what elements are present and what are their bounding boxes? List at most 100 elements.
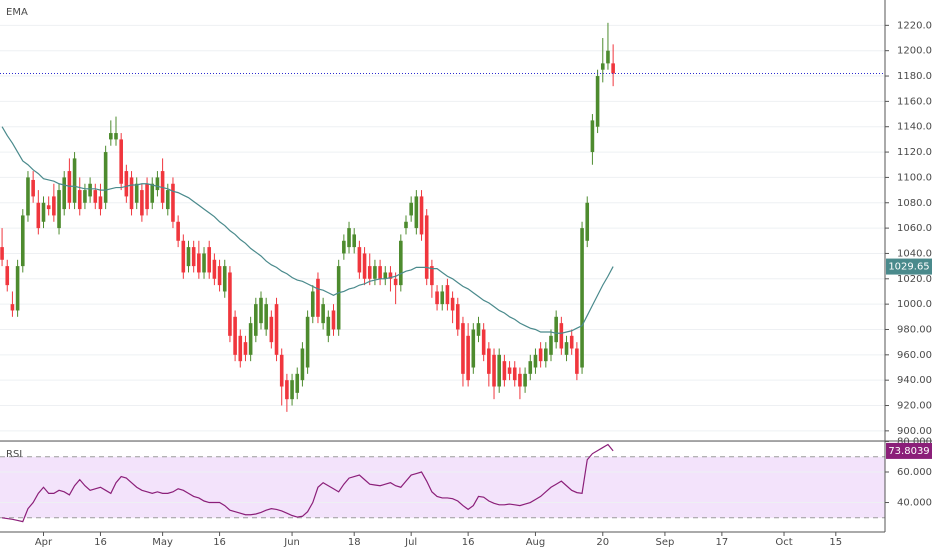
candle-body	[347, 228, 351, 248]
x-tick-label: Apr	[35, 537, 53, 548]
candle-body	[362, 253, 367, 279]
y-tick-label: 1000.00	[897, 299, 932, 310]
candle-body	[321, 304, 325, 324]
ema-value-label: 1029.65	[888, 262, 929, 273]
candle-body	[160, 171, 165, 203]
candle-body	[445, 285, 450, 305]
marks-layer	[0, 22, 885, 523]
candle-body	[145, 183, 149, 210]
candle-body	[310, 291, 315, 317]
y-tick-label: 1120.00	[897, 147, 932, 158]
candle-body	[222, 266, 227, 292]
candle-body	[279, 354, 284, 387]
candle-body	[150, 183, 155, 203]
candle-body	[512, 367, 517, 381]
candle-body	[31, 179, 35, 197]
candle-body	[217, 266, 222, 286]
y-tick-label: 1180.00	[897, 71, 932, 82]
candle-body	[424, 215, 429, 279]
candle-body	[274, 304, 279, 355]
y-tick-label: 900.00	[897, 426, 932, 437]
candle-body	[564, 342, 569, 355]
candle-body	[600, 63, 605, 70]
candle-body	[57, 190, 61, 229]
candle-body	[342, 240, 346, 254]
candle-body	[580, 228, 584, 368]
candle-body	[497, 354, 502, 387]
candle-body	[295, 373, 300, 393]
rsi-value-tag	[886, 442, 932, 459]
x-tick-label: 16	[213, 537, 226, 548]
candle-body	[259, 297, 263, 324]
y-tick-label: 1140.00	[897, 122, 932, 133]
candle-body	[569, 335, 574, 349]
candle-body	[331, 310, 336, 330]
candle-body	[124, 171, 129, 197]
y-tick-label: 1020.00	[897, 274, 932, 285]
x-tick-label: Jun	[283, 537, 300, 548]
x-tick-label: May	[152, 537, 173, 548]
candle-body	[481, 329, 486, 355]
candle-body	[430, 266, 434, 286]
candle-body	[326, 316, 331, 336]
candle-body	[46, 205, 51, 210]
candle-body	[98, 196, 103, 210]
y-tick-label: 960.00	[897, 350, 932, 361]
candle-body	[243, 342, 248, 355]
candle-body	[466, 335, 470, 381]
candle-body	[595, 76, 600, 127]
candle-body	[455, 304, 460, 330]
y-tick-label: 940.00	[897, 375, 932, 386]
candle-body	[207, 247, 212, 273]
candle-body	[544, 348, 548, 362]
candle-body	[357, 247, 362, 273]
candle-body	[414, 196, 419, 229]
x-tick-label: 16	[462, 537, 475, 548]
ema-line	[1, 126, 614, 334]
candle-body	[533, 354, 538, 368]
candle-body	[450, 297, 455, 311]
rsi-value-label: 73.8039	[888, 446, 929, 457]
candle-body	[83, 190, 87, 203]
candle-body	[487, 348, 491, 374]
candle-body	[404, 221, 408, 229]
candle-body	[285, 380, 289, 400]
candle-body	[233, 316, 237, 355]
candle-body	[41, 202, 46, 222]
candle-body	[518, 373, 522, 387]
candle-body	[336, 266, 341, 330]
candle-body	[409, 202, 413, 216]
candle-body	[67, 171, 72, 203]
candle-body	[254, 304, 258, 336]
candle-body	[36, 202, 41, 229]
candle-body	[492, 354, 496, 387]
rsi-tick-label: 80.0000	[897, 436, 932, 447]
x-tick-label: 17	[716, 537, 729, 548]
candle-body	[52, 196, 56, 216]
candle-body	[440, 291, 445, 305]
candle-body	[611, 63, 615, 74]
x-tick-label: Sep	[655, 537, 674, 548]
candle-body	[502, 361, 507, 381]
candle-body	[171, 183, 175, 222]
rsi-tick-label: 60.0000	[897, 467, 932, 478]
y-tick-label: 1040.00	[897, 248, 932, 259]
candle-body	[378, 266, 382, 279]
candle-body	[367, 266, 372, 279]
candle-body	[300, 348, 305, 381]
candle-body	[248, 323, 253, 355]
x-tick-label: Aug	[526, 537, 546, 548]
candle-body	[0, 247, 4, 260]
candle-body	[316, 278, 320, 317]
candle-body	[399, 240, 403, 286]
y-tick-label: 980.00	[897, 324, 932, 335]
y-tick-label: 1160.00	[897, 96, 932, 107]
y-tick-label: 1060.00	[897, 223, 932, 234]
candle-body	[238, 335, 243, 362]
candle-body	[26, 177, 30, 216]
y-tick-label: 1100.00	[897, 172, 932, 183]
ema-value-tag	[886, 258, 932, 275]
candle-body	[305, 316, 310, 368]
candle-body	[393, 278, 398, 286]
candle-body	[15, 266, 20, 311]
